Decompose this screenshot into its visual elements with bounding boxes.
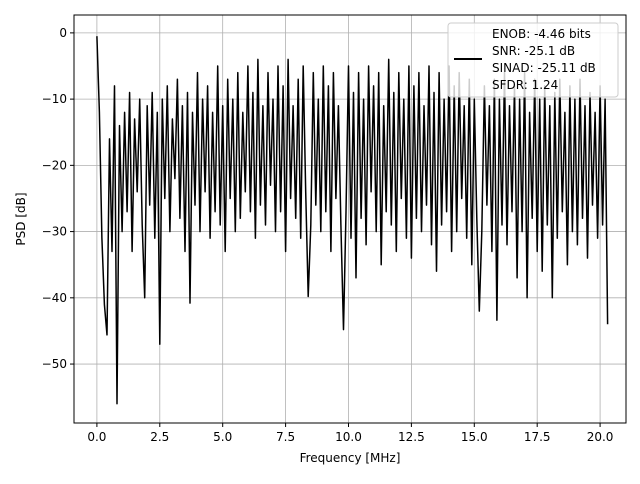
y-tick-label: −50 <box>42 357 67 371</box>
x-tick-label: 12.5 <box>398 430 425 444</box>
y-tick-label: −20 <box>42 158 67 172</box>
x-tick-label: 15.0 <box>461 430 488 444</box>
x-tick-label: 7.5 <box>276 430 295 444</box>
y-tick-label: −10 <box>42 92 67 106</box>
legend: ENOB: -4.46 bits SNR: -25.1 dB SINAD: -2… <box>447 22 619 98</box>
x-tick-label: 10.0 <box>335 430 362 444</box>
y-tick-label: −40 <box>42 291 67 305</box>
x-axis-label: Frequency [MHz] <box>300 451 401 465</box>
x-tick-label: 0.0 <box>87 430 106 444</box>
legend-sinad: SINAD: -25.11 dB <box>492 61 596 75</box>
y-ticks: 0 −10 −20 −30 −40 −50 <box>42 26 74 371</box>
plot-area <box>96 36 609 405</box>
y-tick-label: −30 <box>42 225 67 239</box>
psd-series-line <box>96 36 609 405</box>
x-ticks: 0.0 2.5 5.0 7.5 10.0 12.5 15.0 17.5 20.0 <box>87 423 613 444</box>
x-tick-label: 2.5 <box>150 430 169 444</box>
x-tick-label: 5.0 <box>213 430 232 444</box>
legend-snr: SNR: -25.1 dB <box>492 44 575 58</box>
y-axis-label: PSD [dB] <box>14 192 28 245</box>
x-tick-label: 17.5 <box>524 430 551 444</box>
axes-frame <box>73 14 627 424</box>
legend-box <box>447 22 619 98</box>
x-tick-label: 20.0 <box>587 430 614 444</box>
legend-enob: ENOB: -4.46 bits <box>492 27 591 41</box>
legend-sfdr: SFDR: 1.24 <box>492 78 558 92</box>
y-tick-label: 0 <box>59 26 67 40</box>
